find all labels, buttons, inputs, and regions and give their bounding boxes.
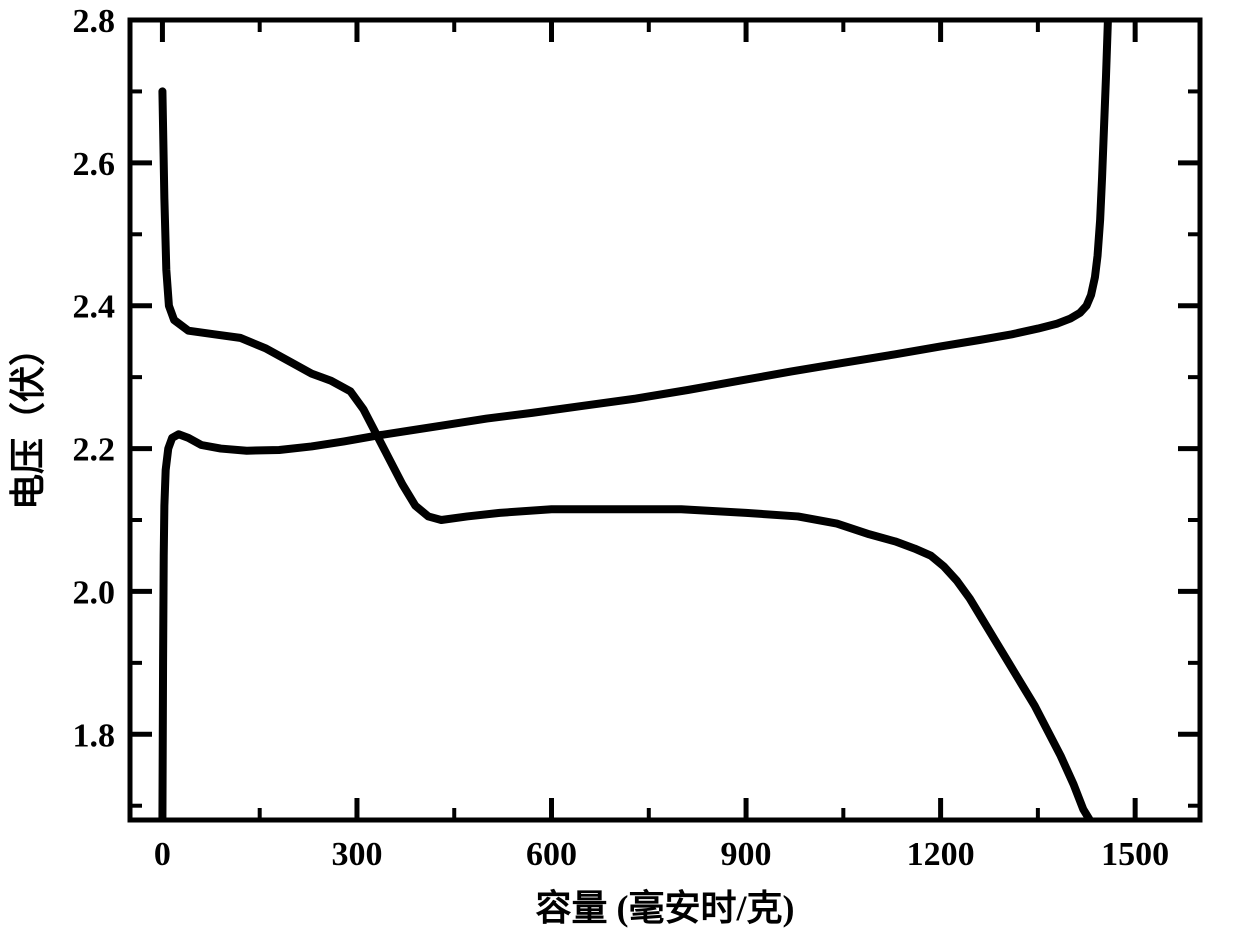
y-tick-label: 2.6: [73, 146, 116, 183]
x-tick-label: 300: [331, 836, 382, 873]
x-tick-label: 600: [526, 836, 577, 873]
x-tick-label: 1200: [907, 836, 975, 873]
y-axis-title: 电压（伏）: [8, 330, 48, 510]
y-tick-label: 2.2: [73, 432, 116, 469]
series-charge: [162, 20, 1108, 820]
voltage-capacity-chart: 0 300 600 900 1200 1500 1.8 2.0 2.2 2.4 2.6 2.8 容量 (…: [0, 0, 1239, 946]
chart-svg: 0 300 600 900 1200 1500 1.8 2.0 2.2 2.4 2.6 2.8 容量 (…: [0, 0, 1239, 946]
x-tick-label: 1500: [1101, 836, 1169, 873]
y-tick-label: 2.0: [73, 574, 116, 611]
y-tick-label: 1.8: [73, 717, 116, 754]
plot-frame: [130, 20, 1200, 820]
y-tick-label: 2.4: [73, 289, 116, 326]
x-axis-title: 容量 (毫安时/克): [536, 888, 795, 928]
x-tick-label: 900: [721, 836, 772, 873]
y-tick-label: 2.8: [73, 3, 116, 40]
x-tick-label: 0: [154, 836, 171, 873]
series-discharge: [162, 91, 1089, 820]
